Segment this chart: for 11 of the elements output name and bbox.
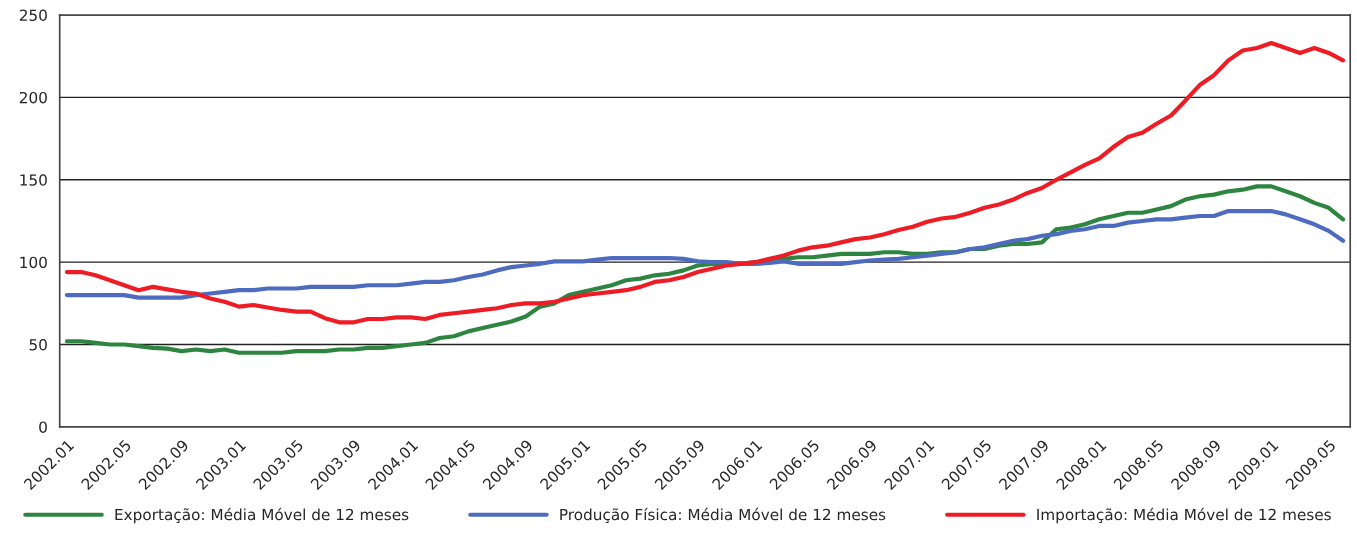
legend-label: Exportação: Média Móvel de 12 meses bbox=[115, 507, 409, 524]
legend-label: Produção Física: Média Móvel de 12 meses bbox=[560, 507, 886, 524]
line-series bbox=[64, 209, 1346, 300]
y-tick-label: 250 bbox=[19, 9, 47, 22]
line-series bbox=[64, 40, 1346, 325]
y-tick-label: 50 bbox=[29, 339, 47, 351]
y-tick-label: 0 bbox=[39, 421, 47, 433]
y-tick-label: 100 bbox=[20, 256, 47, 269]
legend-label: Importação: Média Móvel de 12 meses bbox=[1037, 507, 1331, 524]
y-tick-label: 150 bbox=[20, 174, 47, 186]
y-tick-label: 200 bbox=[19, 91, 47, 104]
